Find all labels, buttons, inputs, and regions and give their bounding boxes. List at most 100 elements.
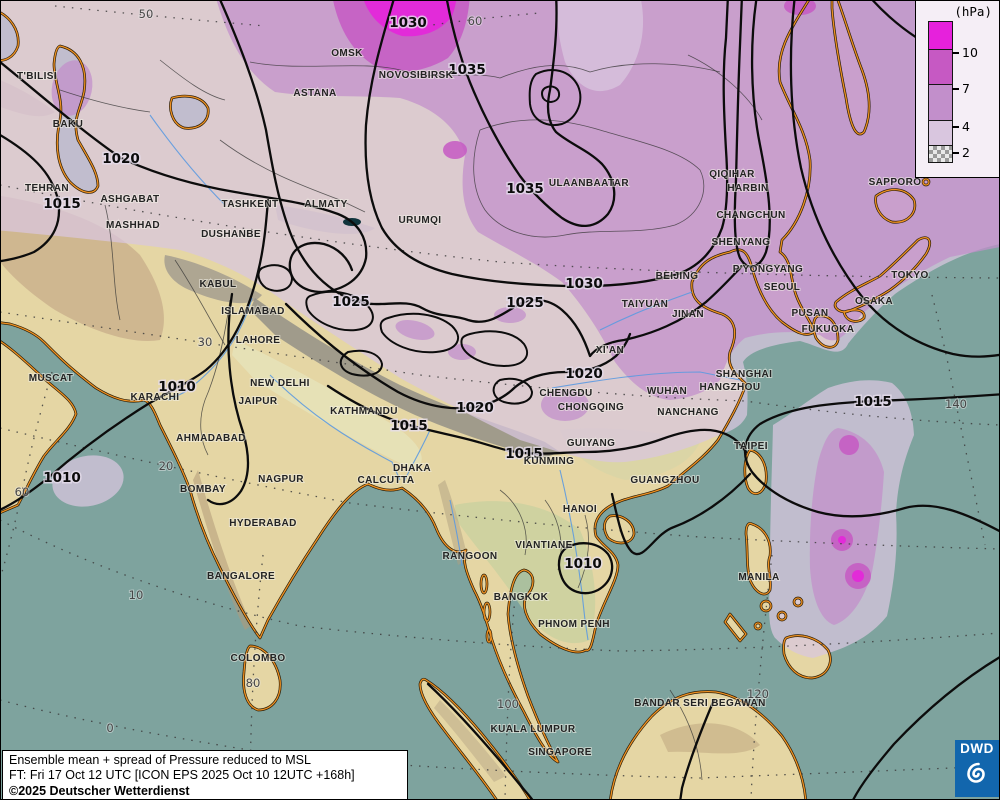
- dwd-logo-text: DWD: [960, 741, 994, 756]
- dwd-logo: DWD: [955, 740, 999, 797]
- city-label: CHANGCHUN: [716, 210, 785, 221]
- legend-swatch-gt10: [928, 20, 953, 51]
- city-label: ALMATY: [304, 199, 347, 210]
- contour-label: 1020: [102, 151, 140, 167]
- legend-unit-label: (hPa): [954, 4, 992, 19]
- city-label: TEHRAN: [25, 183, 69, 194]
- city-label: COLOMBO: [230, 653, 285, 664]
- legend-swatch-2-4: [928, 120, 953, 146]
- city-label: SHENYANG: [712, 237, 771, 248]
- contour-label: 1015: [505, 446, 543, 462]
- city-label: GUIYANG: [567, 438, 616, 449]
- legend-color-bar: [928, 20, 953, 163]
- legend-tick-4: 4: [952, 119, 970, 134]
- city-label: GUANGZHOU: [630, 475, 699, 486]
- graticule: [0, 5, 1000, 800]
- city-label: FUKUOKA: [802, 324, 855, 335]
- contour-label: 1025: [332, 294, 370, 310]
- city-label: HANOI: [563, 504, 597, 515]
- info-title: Ensemble mean + spread of Pressure reduc…: [9, 753, 311, 767]
- contour-label: 1015: [43, 196, 81, 212]
- grid-label: 80: [246, 676, 261, 690]
- city-label: SEOUL: [764, 282, 800, 293]
- isobar-labels: 1030 1035 1020 1015 1035 1030 1025 1025 1020 1020…: [42, 14, 894, 574]
- city-label: DUSHANBE: [201, 229, 261, 240]
- city-label: BANDAR SERI BEGAWAN: [634, 698, 766, 709]
- contour-label: 1035: [448, 62, 486, 78]
- city-label: BEIJING: [656, 271, 699, 282]
- city-label: LAHORE: [236, 335, 281, 346]
- legend-swatch-7-10: [928, 49, 953, 85]
- city-label: XI'AN: [596, 345, 624, 356]
- city-label: NANCHANG: [657, 407, 719, 418]
- grid-label: 100: [497, 697, 519, 711]
- rivers: [149, 114, 741, 641]
- city-label: KABUL: [200, 279, 237, 290]
- city-label: SHANGHAI: [716, 369, 773, 380]
- grid-label: 140: [945, 397, 967, 411]
- city-label: VIANTIANE: [515, 540, 573, 551]
- city-label: BANGALORE: [207, 571, 275, 582]
- grid-label: 10: [129, 588, 144, 602]
- legend-swatch-lt2: [928, 144, 953, 163]
- city-label: OMSK: [331, 48, 363, 59]
- grid-label: 0: [106, 721, 113, 735]
- city-label: PHNOM PENH: [538, 619, 610, 630]
- city-label: CHONGQING: [558, 402, 624, 413]
- city-label: NOVOSIBIRSK: [379, 70, 454, 81]
- contour-label: 1010: [43, 470, 81, 486]
- grid-label: 120: [747, 687, 769, 701]
- contour-label: 1020: [565, 366, 603, 382]
- contour-label: 1030: [565, 276, 603, 292]
- grid-label: 20: [159, 459, 174, 473]
- city-label: SINGAPORE: [528, 747, 592, 758]
- city-label: HYDERABAD: [229, 518, 297, 529]
- legend-swatch-4-7: [928, 83, 953, 122]
- city-label: HARBIN: [727, 183, 768, 194]
- city-label: QIQIHAR: [709, 169, 755, 180]
- city-label: OSAKA: [855, 296, 893, 307]
- city-label: CHENGDU: [539, 388, 592, 399]
- city-label: SAPPORO: [869, 177, 922, 188]
- city-labels: T'BILISI BAKU TEHRAN ASHGABAT MASHHAD TASHKEN…: [16, 47, 929, 759]
- city-label: NEW DELHI: [250, 378, 310, 389]
- city-label: P'YONGYANG: [733, 264, 803, 275]
- legend-tick-2: 2: [952, 145, 970, 160]
- city-label: KARACHI: [131, 392, 180, 403]
- city-label: TAIPEI: [734, 441, 768, 452]
- city-label: NAGPUR: [258, 474, 304, 485]
- city-label: RANGOON: [442, 551, 497, 562]
- contour-label: 1010: [564, 556, 602, 572]
- city-label: T'BILISI: [17, 71, 57, 82]
- grid-label: 60: [468, 14, 483, 28]
- contour-label: 1025: [506, 295, 544, 311]
- city-label: MUSCAT: [29, 373, 73, 384]
- city-label: TAIYUAN: [622, 299, 669, 310]
- contour-label: 1020: [456, 400, 494, 416]
- spread-legend: (hPa) 10 7 4 2: [915, 0, 1000, 178]
- city-label: MANILA: [738, 572, 779, 583]
- city-label: BANGKOK: [494, 592, 549, 603]
- city-label: TOKYO: [891, 270, 928, 281]
- coastlines: [0, 0, 975, 800]
- city-label: AHMADABAD: [176, 433, 246, 444]
- city-label: JAIPUR: [238, 396, 277, 407]
- city-label: PUSAN: [791, 308, 828, 319]
- legend-tick-7: 7: [952, 81, 970, 96]
- legend-tick-10: 10: [952, 45, 978, 60]
- city-label: KATHMANDU: [330, 406, 398, 417]
- contour-label: 1015: [854, 394, 892, 410]
- city-label: ISLAMABAD: [221, 306, 285, 317]
- city-label: JINAN: [672, 309, 704, 320]
- city-label: KUNMING: [524, 456, 575, 467]
- city-label: DHAKA: [393, 463, 431, 474]
- country-borders: [59, 54, 793, 781]
- info-copyright: ©2025 Deutscher Wetterdienst: [9, 783, 190, 798]
- contour-label: 1030: [389, 15, 427, 31]
- contour-label: 1015: [390, 418, 428, 434]
- city-label: HANGZHOU: [700, 382, 761, 393]
